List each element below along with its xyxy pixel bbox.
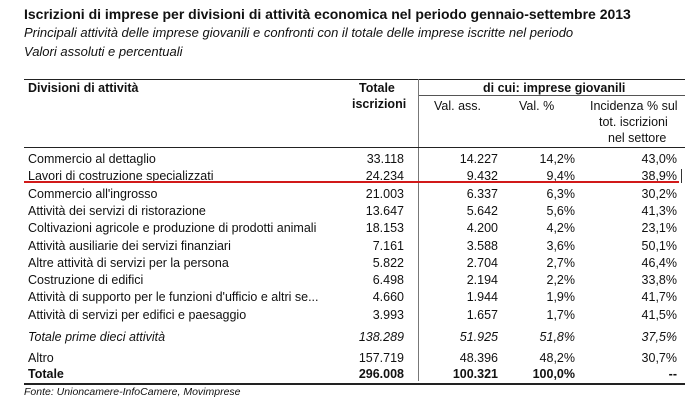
- row-incidenza: 46,4%: [641, 255, 677, 270]
- table-row: Altre attività di servizi per la persona…: [24, 256, 685, 272]
- header-val-pct: Val. %: [519, 99, 555, 113]
- row-val-pct: 48,2%: [539, 351, 575, 365]
- row-val-pct: 2,7%: [546, 255, 576, 270]
- row-label: Commercio all'ingrosso: [28, 186, 158, 201]
- row-totale: 13.647: [365, 203, 404, 218]
- row-totale: 4.660: [372, 290, 404, 305]
- row-label: Totale prime dieci attività: [28, 330, 166, 344]
- row-label: Commercio al dettaglio: [28, 152, 156, 166]
- row-val-ass: 4.200: [466, 221, 498, 236]
- row-val-pct: 4,2%: [546, 221, 576, 236]
- row-incidenza: 38,9%: [641, 169, 677, 184]
- row-label: Altro: [28, 351, 54, 365]
- row-totale: 6.498: [372, 273, 404, 288]
- row-val-ass: 6.337: [466, 186, 498, 201]
- row-val-ass: 14.227: [459, 152, 498, 166]
- table-row-totale: Totale 296.008 100.321 100,0% --: [24, 367, 685, 383]
- header-iscrizioni: iscrizioni: [352, 97, 407, 111]
- header-incidenza-2: tot. iscrizioni: [599, 115, 668, 129]
- row-label: Lavori di costruzione specializzati: [28, 169, 214, 184]
- row-incidenza: --: [668, 367, 677, 381]
- row-totale: 21.003: [365, 186, 404, 201]
- report-title: Iscrizioni di imprese per divisioni di a…: [24, 6, 631, 22]
- row-incidenza: 41,5%: [641, 307, 677, 322]
- header-divisioni: Divisioni di attività: [28, 81, 139, 95]
- table-row: Attività dei servizi di ristorazione 13.6…: [24, 204, 685, 220]
- header-incidenza-1: Incidenza % sul: [590, 99, 678, 113]
- row-val-pct: 9,4%: [546, 169, 576, 184]
- row-totale: 7.161: [372, 238, 404, 253]
- row-val-pct: 6,3%: [546, 186, 576, 201]
- table-row: Attività ausiliarie dei servizi finanzia…: [24, 239, 685, 255]
- highlight-underline: [24, 181, 679, 183]
- row-val-ass: 48.396: [459, 351, 498, 365]
- row-incidenza: 30,7%: [641, 351, 677, 365]
- row-incidenza: 37,5%: [641, 330, 677, 344]
- source-note: Fonte: Unioncamere-InfoCamere, Movimpres…: [24, 386, 241, 398]
- row-val-pct: 51,8%: [539, 330, 575, 344]
- row-totale: 296.008: [358, 367, 404, 381]
- row-val-ass: 2.194: [466, 273, 498, 288]
- row-label: Attività ausiliarie dei servizi finanzia…: [28, 238, 231, 253]
- header-totale: Totale: [359, 81, 395, 95]
- row-incidenza: 43,0%: [641, 152, 677, 166]
- table-row: Commercio all'ingrosso 21.003 6.337 6,3% 30,…: [24, 187, 685, 203]
- row-label: Altre attività di servizi per la persona: [28, 255, 229, 270]
- row-totale: 33.118: [366, 152, 404, 166]
- row-val-pct: 14,2%: [539, 152, 575, 166]
- row-totale: 5.822: [372, 255, 404, 270]
- table-row-altro: Altro 157.719 48.396 48,2% 30,7%: [24, 351, 685, 367]
- table-row: Costruzione di edifici 6.498 2.194 2,2% 33,8…: [24, 273, 685, 289]
- row-label: Totale: [28, 367, 64, 381]
- row-label: Attività dei servizi di ristorazione: [28, 203, 206, 218]
- row-val-ass: 1.657: [466, 307, 498, 322]
- table-row: Lavori di costruzione specializzati 24.23…: [24, 169, 685, 185]
- row-val-pct: 100,0%: [532, 367, 575, 381]
- row-incidenza: 41,7%: [641, 290, 677, 305]
- table-row: Commercio al dettaglio 33.118 14.227 14,2% 4…: [24, 152, 685, 168]
- row-incidenza: 30,2%: [641, 186, 677, 201]
- row-totale: 3.993: [372, 307, 404, 322]
- row-totale: 18.153: [365, 221, 404, 236]
- row-label: Attività di servizi per edifici e paesag…: [28, 307, 247, 322]
- row-val-pct: 1,9%: [546, 290, 576, 305]
- row-totale: 24.234: [365, 169, 404, 184]
- row-val-ass: 9.432: [466, 169, 498, 184]
- row-val-ass: 1.944: [466, 290, 498, 305]
- column-divider: [418, 79, 419, 381]
- row-incidenza: 33,8%: [641, 273, 677, 288]
- report-subtitle-units: Valori assoluti e percentuali: [24, 44, 183, 59]
- table-row: Attività di servizi per edifici e paesag…: [24, 308, 685, 324]
- row-val-ass: 5.642: [466, 203, 498, 218]
- row-val-pct: 1,7%: [546, 307, 576, 322]
- row-val-pct: 2,2%: [546, 273, 576, 288]
- table-row: Attività di supporto per le funzioni d'u…: [24, 290, 685, 306]
- row-label: Coltivazioni agricole e produzione di pr…: [28, 221, 317, 236]
- row-label: Attività di supporto per le funzioni d'u…: [28, 290, 319, 305]
- header-bottom-rule: [24, 147, 685, 148]
- row-incidenza: 23,1%: [641, 221, 677, 236]
- row-totale: 157.719: [358, 351, 404, 365]
- report-subtitle: Principali attività delle imprese giovan…: [24, 25, 574, 40]
- row-val-pct: 5,6%: [546, 203, 576, 218]
- row-val-ass: 100.321: [452, 367, 498, 381]
- row-val-ass: 3.588: [466, 238, 498, 253]
- table-top-rule: [24, 79, 685, 80]
- header-val-ass: Val. ass.: [434, 99, 482, 113]
- table-bottom-rule: [24, 383, 685, 385]
- row-incidenza: 50,1%: [641, 238, 677, 253]
- table-row: Coltivazioni agricole e produzione di pr…: [24, 221, 685, 237]
- row-incidenza: 41,3%: [641, 203, 677, 218]
- header-incidenza-3: nel settore: [608, 131, 667, 145]
- row-totale: 138.289: [358, 330, 404, 344]
- group-rule: [418, 95, 685, 96]
- row-val-pct: 3,6%: [546, 238, 576, 253]
- text-cursor-marker: [681, 169, 682, 183]
- row-val-ass: 2.704: [466, 255, 498, 270]
- row-label: Costruzione di edifici: [28, 273, 144, 288]
- header-imprese-giovanili: di cui: imprese giovanili: [483, 81, 626, 95]
- table-row-total-top10: Totale prime dieci attività 138.289 51.9…: [24, 330, 685, 346]
- row-val-ass: 51.925: [459, 330, 498, 344]
